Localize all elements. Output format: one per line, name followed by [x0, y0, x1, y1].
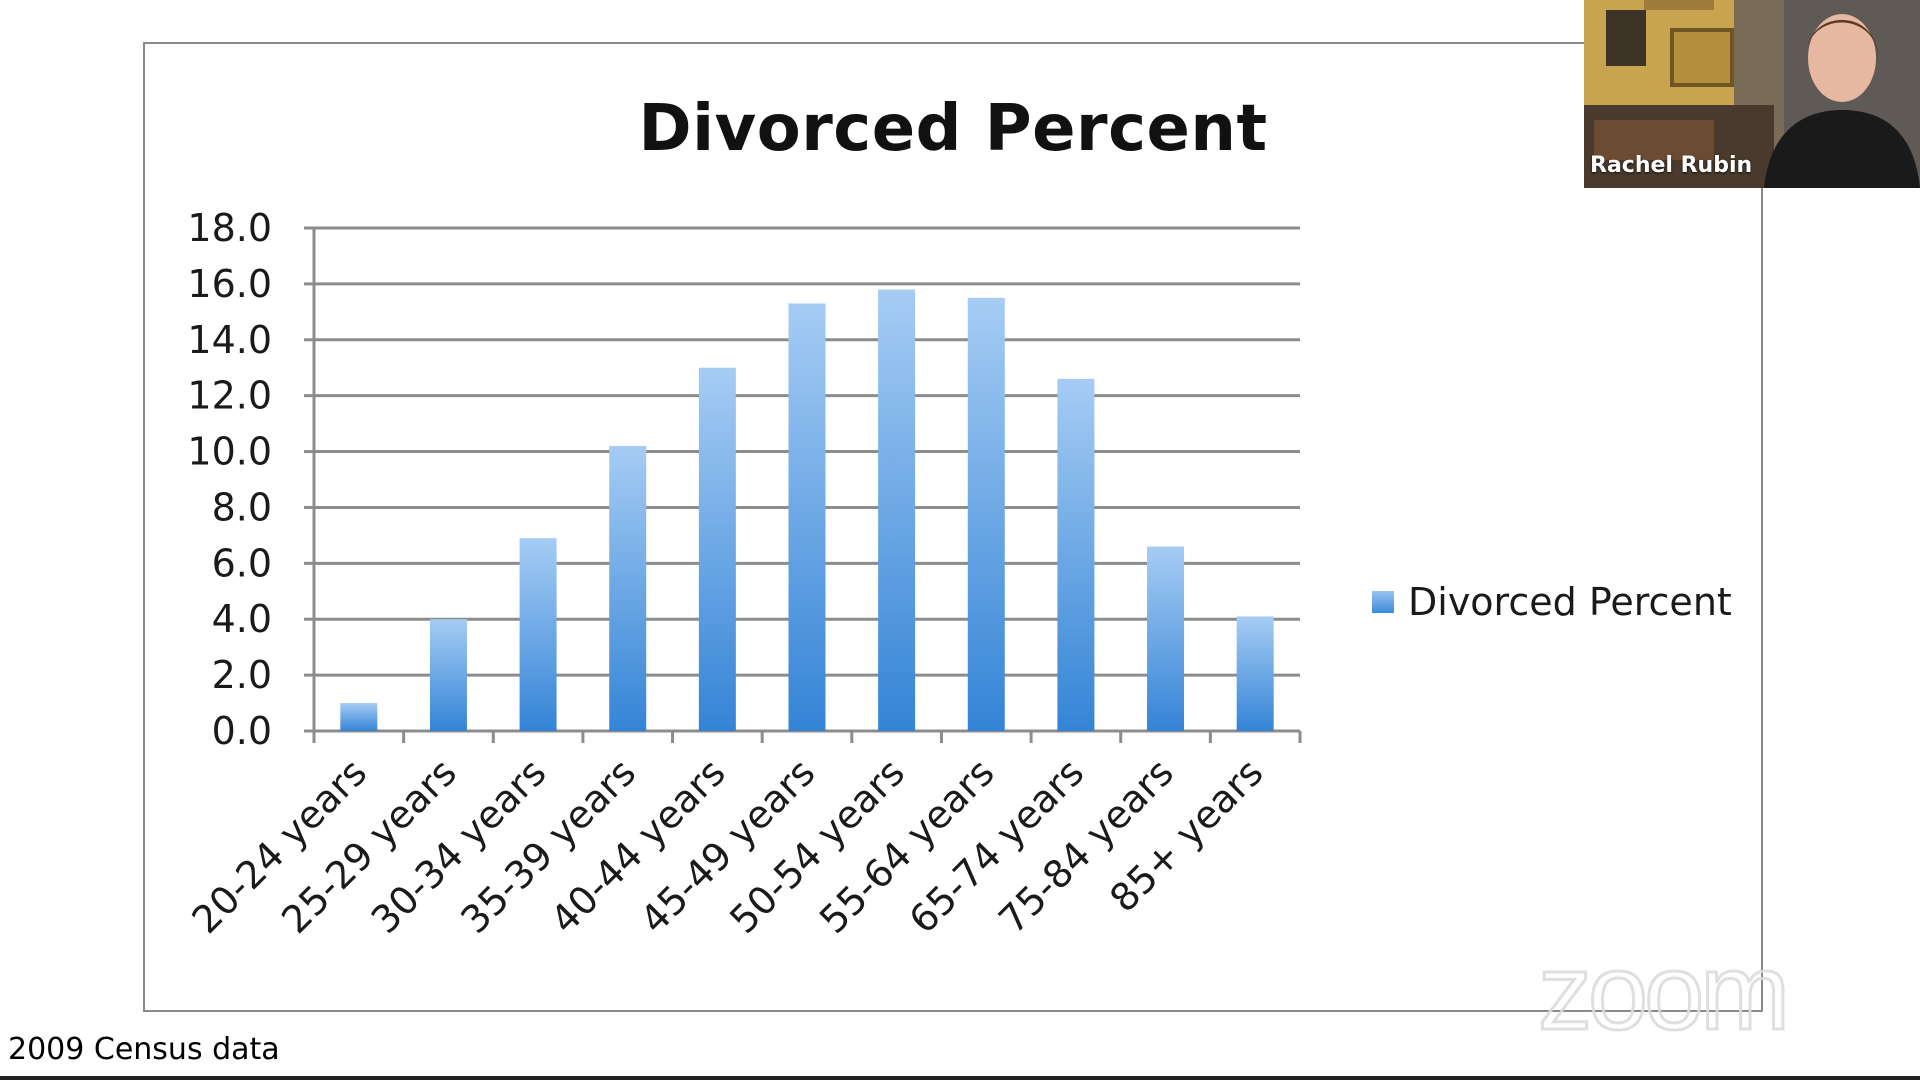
bar-65-74-years: [1057, 378, 1095, 731]
legend: Divorced Percent: [1372, 580, 1732, 624]
bar-75-84-years: [1147, 546, 1185, 731]
y-tick-label: 6.0: [212, 541, 272, 585]
y-tick-label: 8.0: [212, 485, 272, 529]
y-tick-label: 14.0: [187, 318, 272, 362]
participant-video-image: [1584, 0, 1920, 188]
bar-35-39-years: [609, 445, 647, 731]
participant-name: Rachel Rubin: [1590, 153, 1753, 178]
chart-title: Divorced Percent: [638, 92, 1268, 166]
legend-label: Divorced Percent: [1408, 580, 1732, 624]
zoom-watermark: zoom: [1536, 931, 1791, 1052]
y-tick-label: 12.0: [187, 374, 272, 418]
y-tick-label: 4.0: [212, 597, 272, 641]
participant-video-tile[interactable]: Rachel Rubin: [1584, 0, 1920, 188]
bar-50-54-years: [878, 289, 916, 731]
axes: [304, 226, 1302, 743]
legend-swatch: [1372, 591, 1394, 613]
y-tick-label: 2.0: [212, 653, 272, 697]
bars: [340, 289, 1274, 731]
bar-40-44-years: [698, 367, 736, 731]
bar-25-29-years: [429, 619, 467, 731]
bar-30-34-years: [519, 538, 557, 731]
y-tick-labels: 0.0 2.0 4.0 6.0 8.0 10.0 12.0 14.0 16.0 18.0: [187, 206, 272, 753]
y-tick-label: 0.0: [212, 709, 272, 753]
bar-45-49-years: [788, 303, 826, 731]
y-tick-label: 10.0: [187, 430, 272, 474]
slide-frame: [143, 42, 1763, 1012]
y-tick-label: 16.0: [187, 262, 272, 306]
bar-85-years: [1236, 616, 1274, 731]
bottom-divider: [0, 1076, 1920, 1080]
y-tick-label: 18.0: [187, 206, 272, 250]
caption: 2009 Census data: [8, 1032, 280, 1067]
bar-55-64-years: [967, 297, 1005, 731]
bar-20-24-years: [340, 703, 378, 731]
